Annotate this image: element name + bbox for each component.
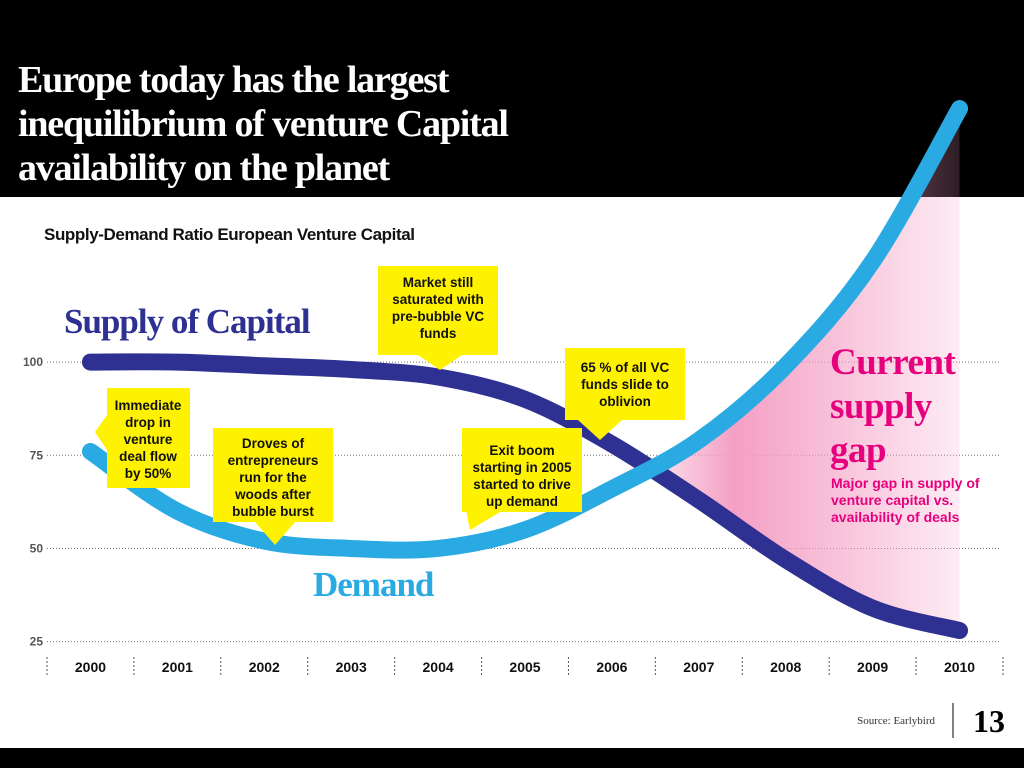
x-tick-label: 2010 — [944, 659, 975, 675]
header — [0, 0, 1024, 197]
callout-text: entrepreneurs — [228, 453, 319, 468]
x-tick-label: 2000 — [75, 659, 106, 675]
y-tick-label: 100 — [23, 355, 43, 369]
callout-pointer — [462, 490, 500, 530]
callout-box — [213, 428, 333, 522]
callout-text: saturated with — [392, 292, 484, 307]
x-tick-label: 2007 — [683, 659, 714, 675]
callout-text: by 50% — [125, 466, 172, 481]
subtitle: Supply-Demand Ratio European Venture Cap… — [44, 225, 415, 244]
callout-pointer — [255, 522, 295, 545]
callout-text: Droves of — [242, 436, 305, 451]
callout-box — [462, 428, 582, 512]
callout-text: funds — [420, 326, 457, 341]
x-tick-label: 2002 — [249, 659, 280, 675]
callout-box — [565, 348, 685, 420]
x-tick-label: 2003 — [336, 659, 367, 675]
series-label: Supply of Capital — [64, 302, 311, 341]
callout-pointer — [95, 415, 107, 450]
title-line: availability on the planet — [18, 147, 391, 189]
callout-text: starting in 2005 — [472, 460, 572, 475]
gap-note: venture capital vs. — [831, 492, 953, 508]
page-number: 13 — [973, 703, 1005, 739]
x-tick-label: 2008 — [770, 659, 801, 675]
callout-text: woods after — [234, 487, 312, 502]
footer-bar — [0, 748, 1024, 768]
gap-title: Current — [830, 342, 956, 383]
callout-pointer — [418, 355, 462, 370]
source: Source: Earlybird — [857, 715, 935, 727]
series-label: Demand — [313, 565, 435, 604]
callout-text: Market still — [403, 275, 474, 290]
callout-pointer — [578, 420, 622, 440]
callout-box — [107, 388, 190, 488]
x-tick-label: 2001 — [162, 659, 193, 675]
y-tick-label: 25 — [30, 635, 44, 649]
gap-note: availability of deals — [831, 509, 960, 525]
callout-text: 65 % of all VC — [581, 360, 670, 375]
callout-text: drop in — [125, 415, 171, 430]
y-tick-label: 75 — [30, 448, 44, 462]
series-line — [81, 353, 969, 639]
gap-title: gap — [830, 430, 886, 471]
x-tick-label: 2006 — [596, 659, 627, 675]
callout-text: pre-bubble VC — [392, 309, 485, 324]
title-line: inequilibrium of venture Capital — [18, 103, 508, 145]
series-line — [81, 100, 969, 559]
callout-text: funds slide to — [581, 377, 669, 392]
callout-text: venture — [124, 432, 173, 447]
callout-box — [378, 266, 498, 355]
callout-text: Exit boom — [489, 443, 554, 458]
callout-text: run for the — [239, 470, 307, 485]
title-line: Europe today has the largest — [18, 59, 450, 101]
callout-text: bubble burst — [232, 504, 314, 519]
callout-text: deal flow — [119, 449, 177, 464]
x-tick-label: 2004 — [423, 659, 454, 675]
y-tick-label: 50 — [30, 541, 44, 555]
gap-note: Major gap in supply of — [831, 475, 980, 491]
callout-text: started to drive — [473, 477, 571, 492]
x-tick-label: 2005 — [509, 659, 540, 675]
callout-text: oblivion — [599, 394, 651, 409]
callout-text: Immediate — [115, 398, 182, 413]
gap-title: supply — [830, 386, 933, 427]
x-tick-label: 2009 — [857, 659, 888, 675]
callout-text: up demand — [486, 494, 558, 509]
